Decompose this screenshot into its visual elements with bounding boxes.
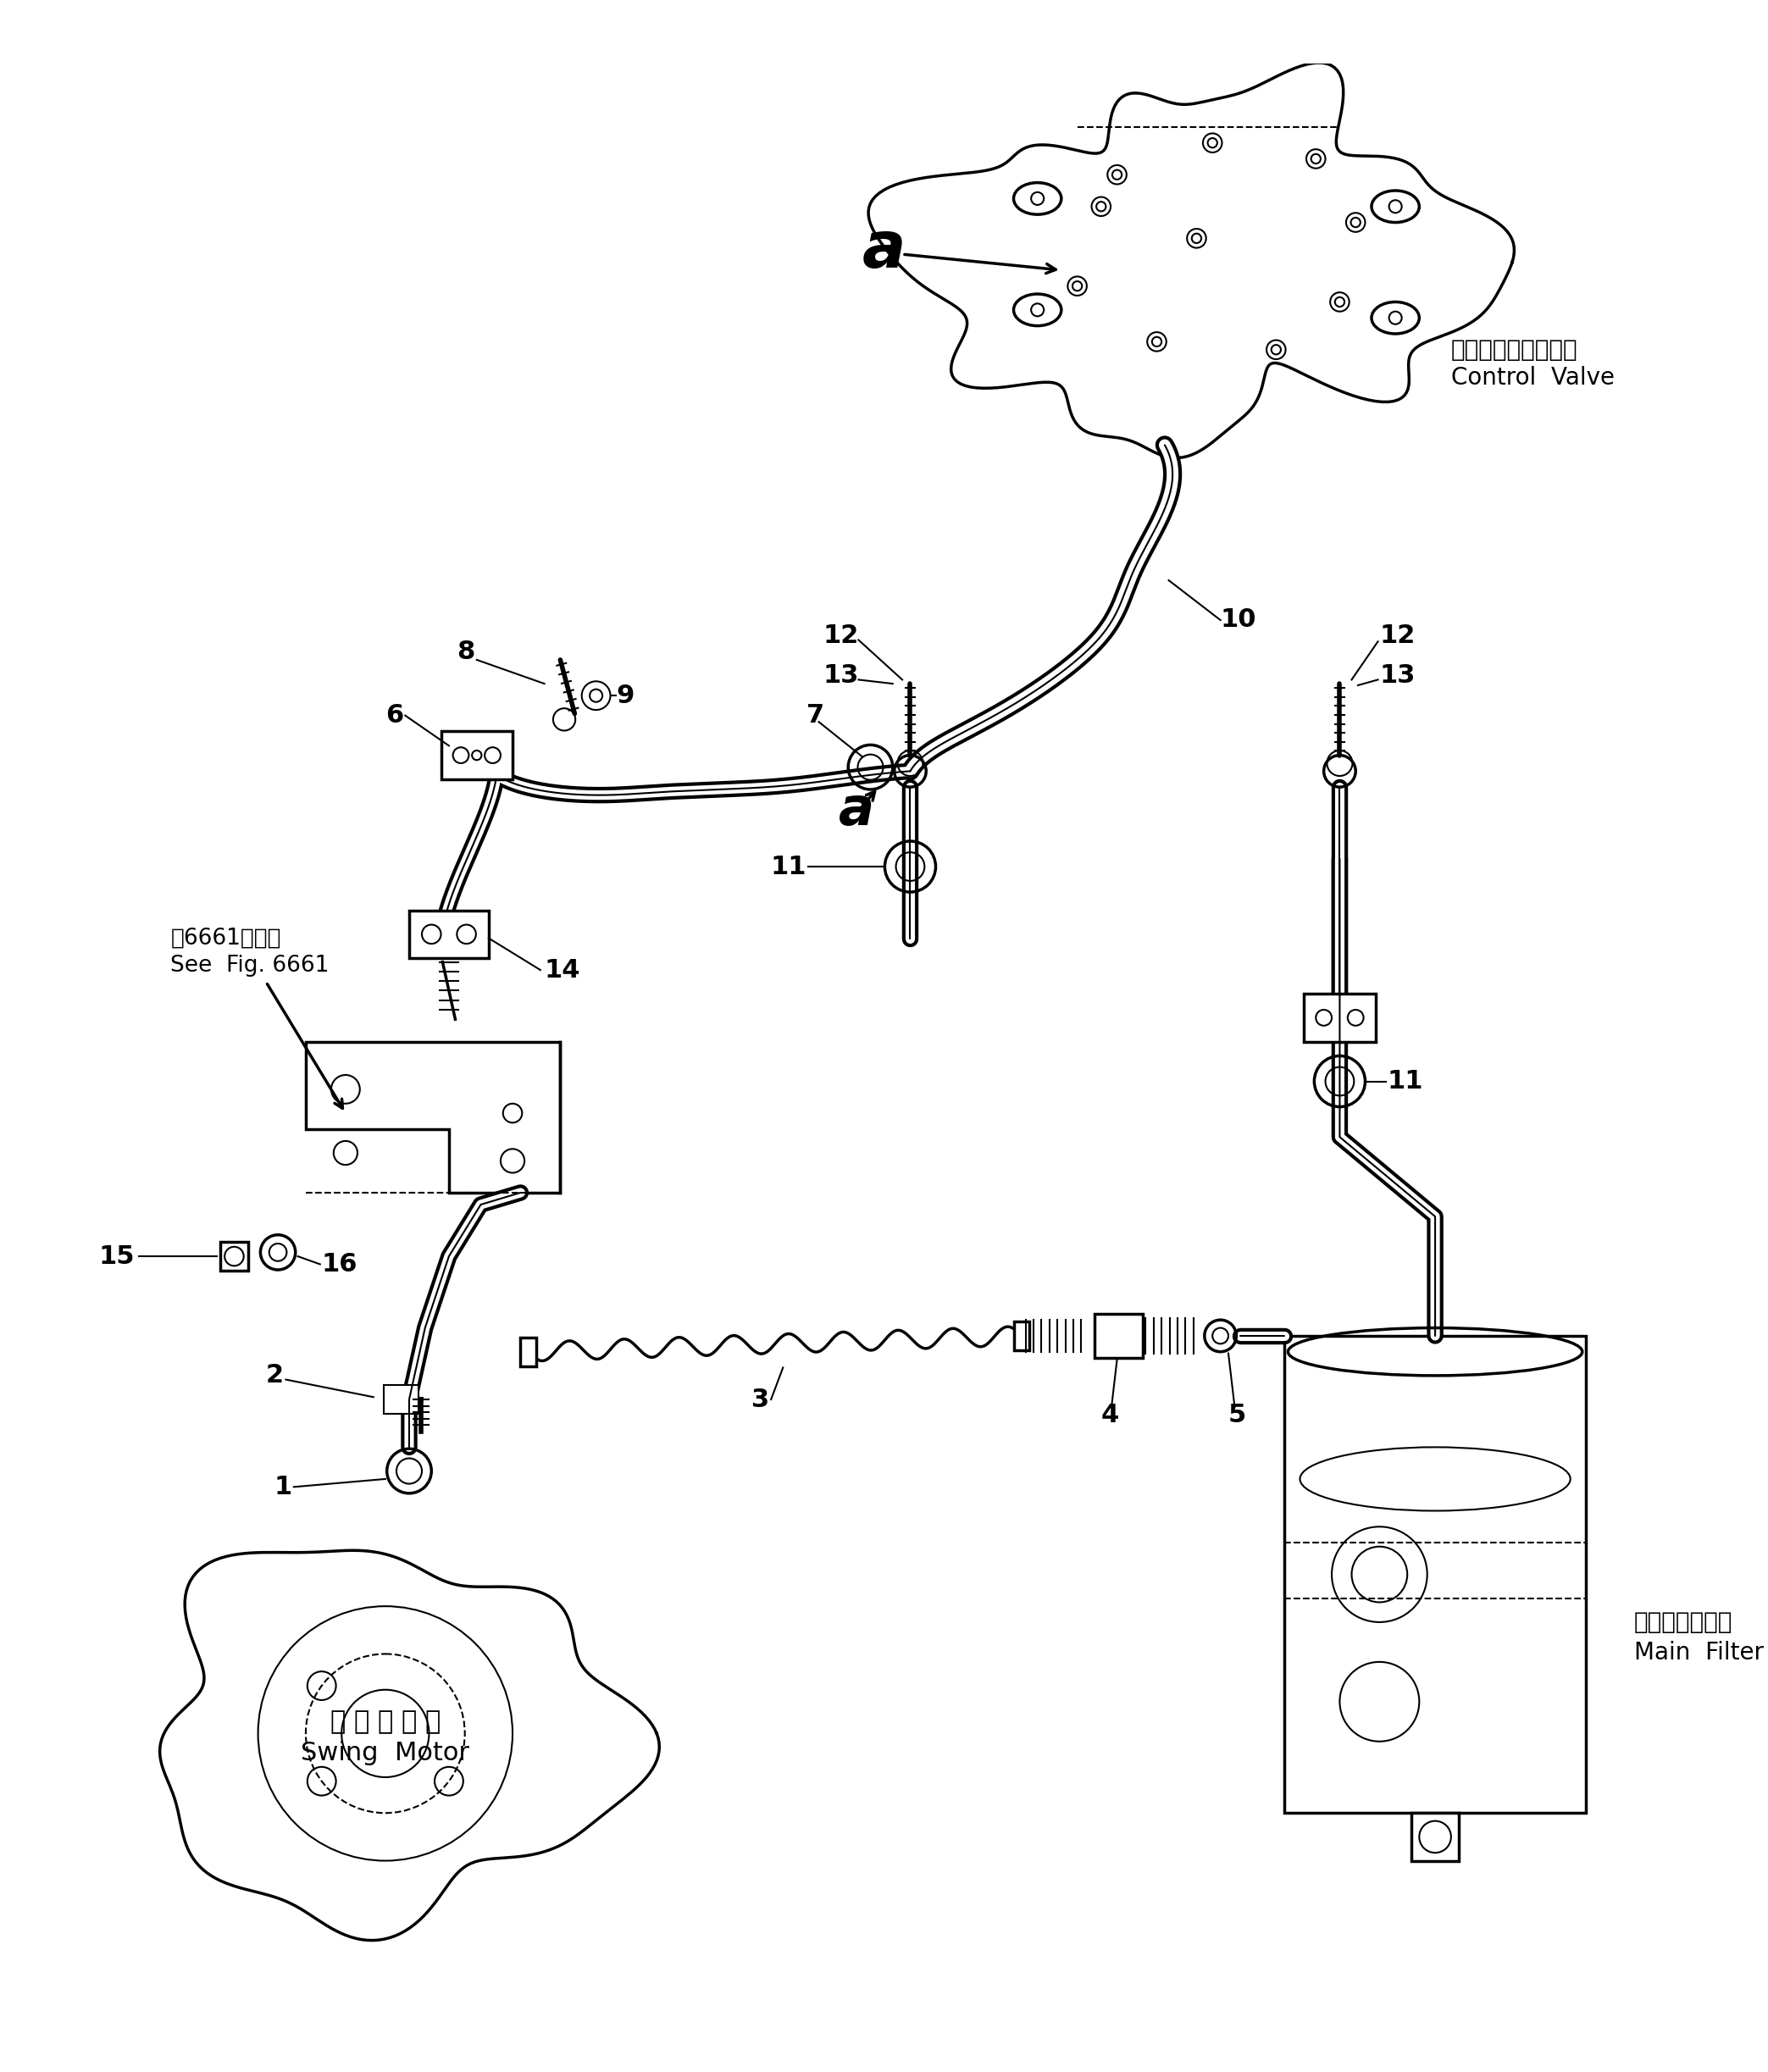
Text: 8: 8 <box>456 640 476 665</box>
Text: 3: 3 <box>751 1386 769 1411</box>
Text: 5: 5 <box>1229 1403 1246 1428</box>
Text: 6: 6 <box>385 702 403 727</box>
Text: a: a <box>838 785 875 837</box>
Text: 2: 2 <box>265 1363 285 1388</box>
Polygon shape <box>1284 1336 1586 1813</box>
Text: 11: 11 <box>1388 1069 1423 1094</box>
Bar <box>1305 995 1376 1042</box>
Text: Swing  Motor: Swing Motor <box>301 1740 470 1765</box>
Text: Main  Filter: Main Filter <box>1634 1641 1764 1664</box>
Text: 旋 回 モ ー タ: 旋 回 モ ー タ <box>331 1709 440 1734</box>
Bar <box>1013 1322 1029 1351</box>
Bar <box>384 1386 419 1413</box>
Text: 15: 15 <box>99 1243 134 1268</box>
Text: 1: 1 <box>274 1475 292 1500</box>
Text: Control  Valve: Control Valve <box>1452 365 1614 390</box>
Text: 13: 13 <box>822 663 859 688</box>
Text: 4: 4 <box>1101 1403 1119 1428</box>
Bar <box>408 910 488 957</box>
Text: 11: 11 <box>771 854 806 879</box>
Text: See  Fig. 6661: See Fig. 6661 <box>170 955 329 978</box>
Bar <box>440 731 513 779</box>
Text: 10: 10 <box>1220 607 1257 632</box>
Text: 16: 16 <box>322 1251 357 1276</box>
Text: 7: 7 <box>806 702 824 727</box>
Text: 12: 12 <box>1379 624 1416 649</box>
Text: メインフィルタ: メインフィルタ <box>1634 1610 1733 1635</box>
Text: 第6661図参照: 第6661図参照 <box>170 926 281 949</box>
Polygon shape <box>868 62 1513 458</box>
Bar <box>219 1241 249 1270</box>
Text: 14: 14 <box>545 957 580 982</box>
Bar <box>1094 1314 1142 1357</box>
Text: 9: 9 <box>615 684 635 709</box>
Text: 12: 12 <box>822 624 859 649</box>
Text: a: a <box>863 220 907 282</box>
Bar <box>1411 1813 1459 1861</box>
Text: コントロールバルブ: コントロールバルブ <box>1452 338 1577 361</box>
Text: 13: 13 <box>1379 663 1416 688</box>
Polygon shape <box>159 1550 659 1939</box>
Bar <box>520 1336 536 1365</box>
